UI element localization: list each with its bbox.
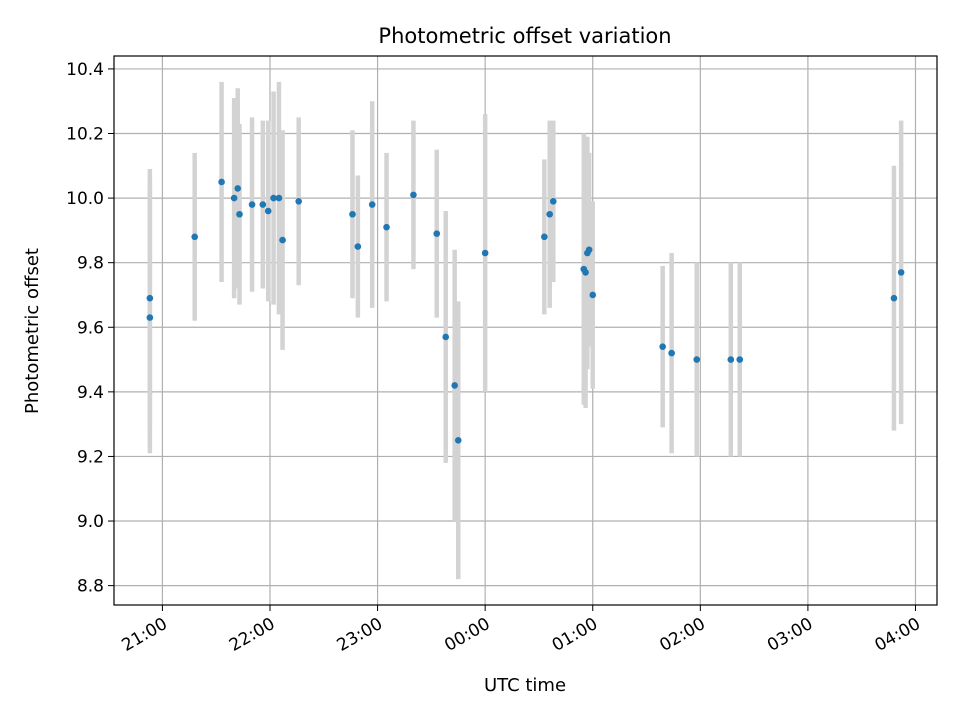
- y-tick-label: 9.8: [77, 254, 104, 274]
- data-point: [451, 382, 458, 389]
- data-point: [191, 233, 198, 241]
- data-point: [234, 185, 242, 192]
- data-point: [890, 294, 898, 302]
- grid-lines: [114, 56, 937, 605]
- y-tick-label: 10.2: [66, 125, 104, 145]
- chart-title: Photometric offset variation: [378, 24, 671, 48]
- y-tick-label: 8.8: [77, 577, 104, 597]
- data-point: [481, 249, 489, 257]
- data-point: [275, 194, 283, 202]
- data-point: [693, 356, 701, 363]
- data-point: [442, 333, 450, 341]
- data-point: [546, 210, 554, 218]
- y-tick-label: 10.4: [66, 60, 104, 80]
- y-axis-ticks: 8.8 9.0 9.2 9.4 9.6 9.8 10.0 10.2 10.4: [66, 60, 114, 597]
- data-point: [295, 198, 302, 205]
- data-point: [368, 201, 376, 208]
- data-point: [146, 314, 154, 321]
- data-point: [727, 356, 735, 363]
- data-point: [659, 343, 666, 350]
- x-axis-label: UTC time: [484, 675, 566, 696]
- data-point: [433, 230, 441, 237]
- data-point: [736, 356, 744, 363]
- data-points: [146, 178, 905, 444]
- y-tick-label: 9.0: [77, 512, 104, 532]
- data-point: [264, 207, 272, 215]
- y-axis-label: Photometric offset: [22, 248, 43, 414]
- data-point: [146, 294, 154, 302]
- y-tick-label: 9.2: [77, 447, 104, 467]
- data-point: [349, 210, 356, 218]
- data-point: [582, 269, 589, 276]
- data-point: [454, 437, 462, 444]
- data-point: [354, 243, 362, 250]
- data-point: [236, 210, 243, 218]
- data-point: [259, 201, 267, 208]
- y-tick-label: 10.0: [66, 189, 104, 209]
- data-point: [248, 201, 256, 208]
- data-point: [549, 198, 557, 205]
- data-point: [279, 236, 286, 244]
- plot-frame: [113, 55, 938, 606]
- y-tick-label: 9.6: [77, 318, 104, 338]
- y-tick-label: 9.4: [77, 383, 104, 403]
- data-point: [410, 191, 417, 199]
- data-point: [270, 194, 277, 202]
- data-point: [541, 233, 548, 241]
- data-point: [218, 178, 225, 186]
- data-point: [230, 194, 238, 202]
- data-point: [897, 269, 905, 276]
- data-point: [383, 223, 390, 231]
- data-point: [589, 291, 597, 299]
- data-point: [668, 349, 675, 357]
- data-point: [585, 246, 593, 254]
